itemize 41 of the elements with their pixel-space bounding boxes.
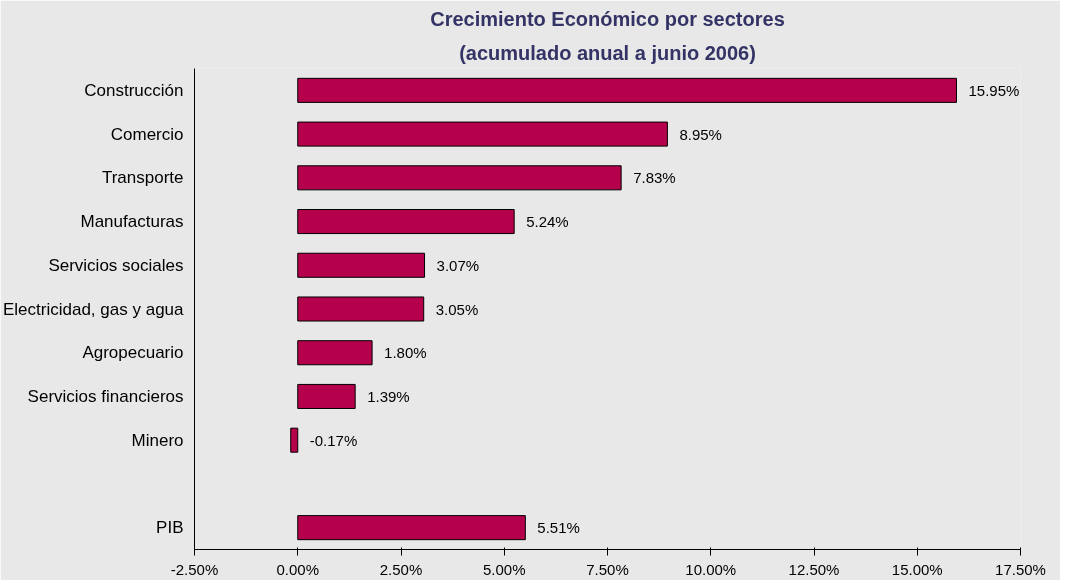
bar (297, 296, 425, 322)
y-tick-label: Comercio (110, 124, 184, 144)
x-tick-label: 2.50% (379, 560, 423, 578)
data-label: 3.05% (435, 300, 479, 318)
y-tick-label: Manufacturas (80, 212, 184, 232)
data-label: 5.24% (526, 213, 569, 231)
x-tick-label: 15.00% (891, 560, 943, 578)
bar (297, 515, 526, 541)
x-tick-label: 7.50% (586, 560, 629, 578)
y-tick-label: Servicios sociales (48, 255, 184, 275)
data-label: 1.80% (384, 344, 427, 362)
x-tick-label: 5.00% (482, 560, 526, 578)
x-tick-label: 0.00% (276, 560, 320, 578)
bar (297, 165, 622, 191)
bar (297, 121, 668, 147)
y-tick-label: Agropecuario (82, 343, 184, 363)
bar (290, 427, 299, 453)
y-tick-label: Minero (131, 430, 184, 450)
bar (297, 340, 373, 366)
data-label: -0.17% (309, 431, 358, 449)
data-label: 7.83% (633, 169, 676, 187)
data-label: 5.51% (537, 519, 580, 537)
data-label: 1.39% (367, 387, 410, 405)
x-tick-label: 12.50% (788, 560, 840, 578)
y-tick-label: PIB (156, 518, 184, 538)
y-tick-label: Transporte (101, 168, 184, 188)
x-tick-label: 10.00% (685, 560, 737, 578)
x-tick-label: -2.50% (170, 560, 219, 578)
chart-title: Crecimiento Económico por sectores (430, 7, 785, 30)
chart-subtitle: (acumulado anual a junio 2006) (459, 41, 756, 64)
data-label: 3.07% (436, 256, 480, 274)
bar (297, 77, 957, 103)
data-label: 8.95% (679, 125, 722, 143)
y-tick-label: Construcción (84, 80, 184, 100)
data-label: 15.95% (968, 81, 1020, 99)
y-tick-label: Servicios financieros (27, 386, 184, 406)
bar (297, 252, 426, 278)
bar (297, 383, 356, 409)
y-tick-label: Electricidad, gas y agua (3, 299, 185, 319)
bar (297, 209, 515, 235)
x-tick-label: 17.50% (995, 560, 1046, 578)
